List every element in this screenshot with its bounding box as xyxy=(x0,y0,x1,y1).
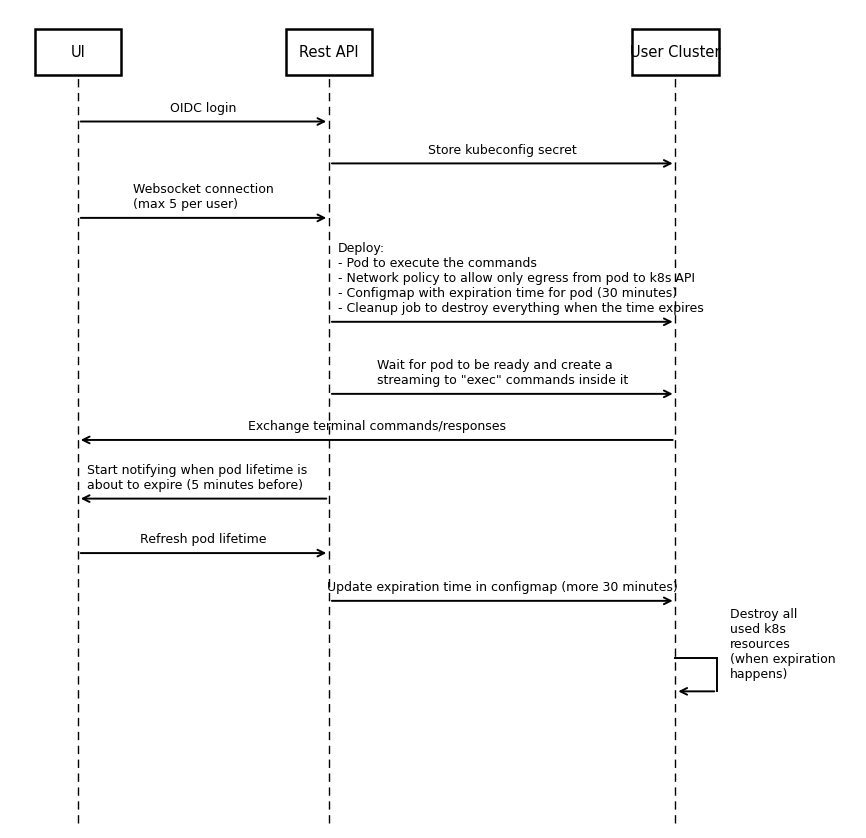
Text: Store kubeconfig secret: Store kubeconfig secret xyxy=(428,143,577,157)
Text: OIDC login: OIDC login xyxy=(171,101,236,115)
Text: UI: UI xyxy=(70,45,86,59)
Text: Exchange terminal commands/responses: Exchange terminal commands/responses xyxy=(248,420,506,433)
Text: Refresh pod lifetime: Refresh pod lifetime xyxy=(140,533,267,546)
Text: Rest API: Rest API xyxy=(300,45,359,59)
FancyBboxPatch shape xyxy=(632,29,719,75)
Text: Update expiration time in configmap (more 30 minutes): Update expiration time in configmap (mor… xyxy=(326,581,678,594)
Text: Destroy all
used k8s
resources
(when expiration
happens): Destroy all used k8s resources (when exp… xyxy=(730,608,836,680)
Text: Start notifying when pod lifetime is
about to expire (5 minutes before): Start notifying when pod lifetime is abo… xyxy=(87,464,307,492)
Text: Websocket connection
(max 5 per user): Websocket connection (max 5 per user) xyxy=(133,184,274,211)
Text: Wait for pod to be ready and create a
streaming to "exec" commands inside it: Wait for pod to be ready and create a st… xyxy=(377,360,628,387)
FancyBboxPatch shape xyxy=(35,29,121,75)
Text: Deploy:
- Pod to execute the commands
- Network policy to allow only egress from: Deploy: - Pod to execute the commands - … xyxy=(338,242,703,315)
Text: User Cluster: User Cluster xyxy=(630,45,721,59)
FancyBboxPatch shape xyxy=(286,29,372,75)
